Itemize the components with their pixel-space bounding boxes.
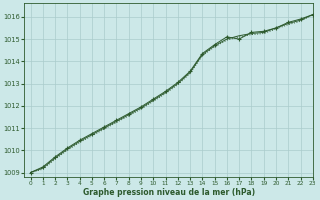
X-axis label: Graphe pression niveau de la mer (hPa): Graphe pression niveau de la mer (hPa) xyxy=(83,188,255,197)
